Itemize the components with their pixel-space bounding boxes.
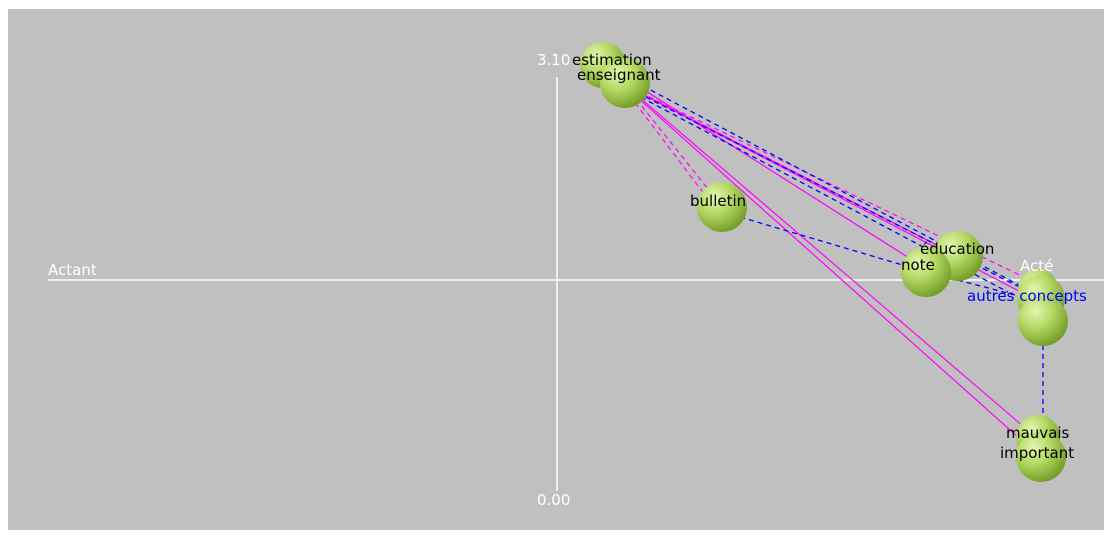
- link-estimation-note: [608, 67, 928, 270]
- y-bottom-value: 0.00: [537, 491, 570, 509]
- link-bulletin-note: [723, 212, 923, 271]
- node-label-autres-concepts: autres concepts: [967, 287, 1087, 305]
- graph-canvas: Actant 3.10 0.00: [8, 9, 1104, 530]
- node-label-note: note: [901, 256, 935, 274]
- node-label-important: important: [1000, 444, 1074, 462]
- axis-label-acte: Acté: [1020, 257, 1053, 275]
- node-label-bulletin: bulletin: [690, 192, 746, 210]
- graph-svg: Actant 3.10 0.00: [8, 9, 1104, 530]
- axis-label-actant: Actant: [48, 261, 97, 279]
- y-top-value: 3.10: [537, 51, 570, 69]
- node-label-mauvais: mauvais: [1006, 424, 1070, 442]
- node-label-enseignant: enseignant: [577, 66, 661, 84]
